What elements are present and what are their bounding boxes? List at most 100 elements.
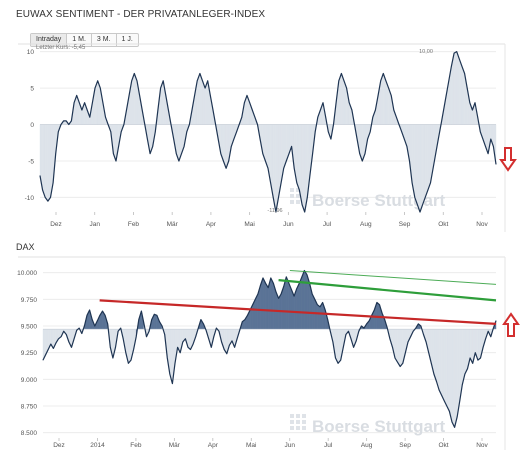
- chart-1-area-segment: [422, 124, 426, 205]
- chart-1-data-point: [417, 204, 418, 206]
- chart-1-data-point: [81, 109, 83, 111]
- chart-1-data-point: [285, 160, 287, 162]
- chart-1-data-point: [170, 124, 172, 125]
- chart-2-data-point: [254, 298, 256, 300]
- chart-1-data-point: [343, 80, 345, 82]
- tab-3-months[interactable]: 3 M.: [92, 34, 117, 46]
- chart-2-data-point: [104, 314, 106, 316]
- chart-2-data-point: [197, 327, 199, 329]
- chart-2-data-point: [229, 344, 230, 346]
- page-title: EUWAX SENTIMENT - DER PRIVATANLEGER-INDE…: [16, 9, 266, 20]
- chart-1-data-point: [212, 109, 214, 111]
- chart-2-data-point: [65, 334, 67, 335]
- chart-1-watermark-square: [290, 188, 294, 192]
- chart-1-data-point: [86, 109, 88, 111]
- chart-1-data-point: [272, 197, 274, 198]
- chart-1-data-point: [414, 197, 416, 198]
- chart-2-data-point: [86, 314, 88, 316]
- chart-2-data-point: [166, 357, 168, 359]
- chart-2-data-point: [42, 359, 44, 361]
- chart-1-data-point: [217, 138, 219, 140]
- chart-1-data-point: [39, 175, 41, 176]
- chart-2-data-point: [335, 357, 336, 359]
- chart-1-data-point: [396, 116, 397, 118]
- chart-2-trendline-green: [289, 270, 497, 285]
- chart-2-data-point: [291, 289, 292, 291]
- chart-1-data-point: [335, 102, 337, 104]
- chart-2-data-point: [115, 346, 116, 348]
- chart-1-data-point: [246, 95, 248, 96]
- chart-2-data-point: [153, 313, 155, 315]
- chart-2-data-point: [252, 304, 254, 306]
- chart-1-data-point: [453, 52, 455, 54]
- chart-2-data-point: [172, 383, 173, 384]
- chart-1-watermark: Boerse Stuttgart: [312, 191, 446, 210]
- chart-1-xtick-label: Dez: [50, 221, 62, 228]
- chart-2-data-point: [109, 346, 111, 348]
- chart-2-area-segment: [154, 313, 158, 330]
- chart-2-data-point: [348, 330, 349, 332]
- chart-1-data-point: [202, 80, 203, 82]
- max-value-annotation: 10,00: [419, 49, 433, 55]
- chart-2-data-point: [218, 330, 220, 332]
- chart-1-data-point: [348, 102, 350, 104]
- chart-1-data-point: [485, 146, 486, 147]
- chart-1-data-point: [236, 131, 237, 133]
- chart-1-data-point: [220, 153, 222, 155]
- chart-1-xtick-label: Sep: [399, 221, 411, 228]
- chart-1-data-point: [377, 95, 379, 96]
- chart-2-area-segment: [464, 329, 468, 375]
- chart-1-watermark-square: [296, 188, 300, 192]
- chart-2-data-point: [185, 338, 186, 340]
- tab-intraday[interactable]: Intraday: [31, 34, 68, 46]
- chart-2-xtick-label: Aug: [361, 442, 373, 449]
- chart-2-data-point: [190, 349, 191, 350]
- chart-1-data-point: [52, 182, 54, 184]
- chart-1-data-point: [84, 102, 85, 104]
- chart-1-data-point: [196, 80, 198, 82]
- chart-1-data-point: [194, 95, 195, 96]
- chart-2-data-point: [257, 293, 259, 295]
- chart-2-watermark-square: [290, 414, 294, 418]
- chart-2-data-point: [53, 348, 54, 349]
- chart-1-data-point: [144, 124, 146, 125]
- chart-1-data-point: [338, 80, 340, 82]
- chart-2-data-point: [417, 323, 419, 325]
- chart-2-data-point: [469, 357, 471, 359]
- chart-1-data-point: [254, 116, 256, 118]
- chart-1-data-point: [390, 95, 392, 96]
- chart-1-data-point: [209, 95, 211, 96]
- chart-1-data-point: [152, 146, 154, 147]
- chart-2-watermark-square: [296, 414, 300, 418]
- chart-2-xtick-label: Jun: [284, 442, 295, 449]
- chart-2-watermark-square: [290, 420, 294, 424]
- chart-1-data-point: [461, 65, 463, 67]
- chart-1-xtick-label: Feb: [128, 221, 140, 228]
- chart-1-data-point: [466, 87, 468, 89]
- chart-1-area-segment: [461, 66, 465, 125]
- chart-1-area-segment: [453, 51, 457, 125]
- chart-2-watermark-square: [302, 414, 306, 418]
- tab-1-month[interactable]: 1 M.: [67, 34, 92, 46]
- chart-1-data-point: [487, 153, 489, 155]
- chart-2-data-point: [138, 319, 140, 320]
- chart-2-data-point: [55, 342, 57, 344]
- chart-1-data-point: [71, 120, 72, 122]
- chart-1-area-segment: [42, 124, 46, 198]
- chart-2-data-point: [311, 293, 313, 295]
- chart-1-data-point: [204, 87, 206, 89]
- chart-1-data-point: [409, 160, 410, 162]
- chart-2-data-point: [485, 338, 486, 340]
- chart-1-data-point: [474, 102, 476, 104]
- tab-1-year[interactable]: 1 J.: [121, 36, 133, 43]
- chart-1-data-point: [139, 95, 140, 96]
- chart-2-watermark-square: [296, 420, 300, 424]
- chart-2-data-point: [405, 352, 406, 354]
- chart-1-data-point: [369, 131, 371, 133]
- chart-1-data-point: [382, 73, 384, 74]
- chart-2-area-segment: [296, 283, 300, 330]
- chart-2-data-point: [449, 410, 450, 412]
- chart-2-area-segment: [337, 329, 341, 364]
- chart-2-data-point: [60, 336, 62, 338]
- chart-2-watermark-square: [290, 426, 294, 430]
